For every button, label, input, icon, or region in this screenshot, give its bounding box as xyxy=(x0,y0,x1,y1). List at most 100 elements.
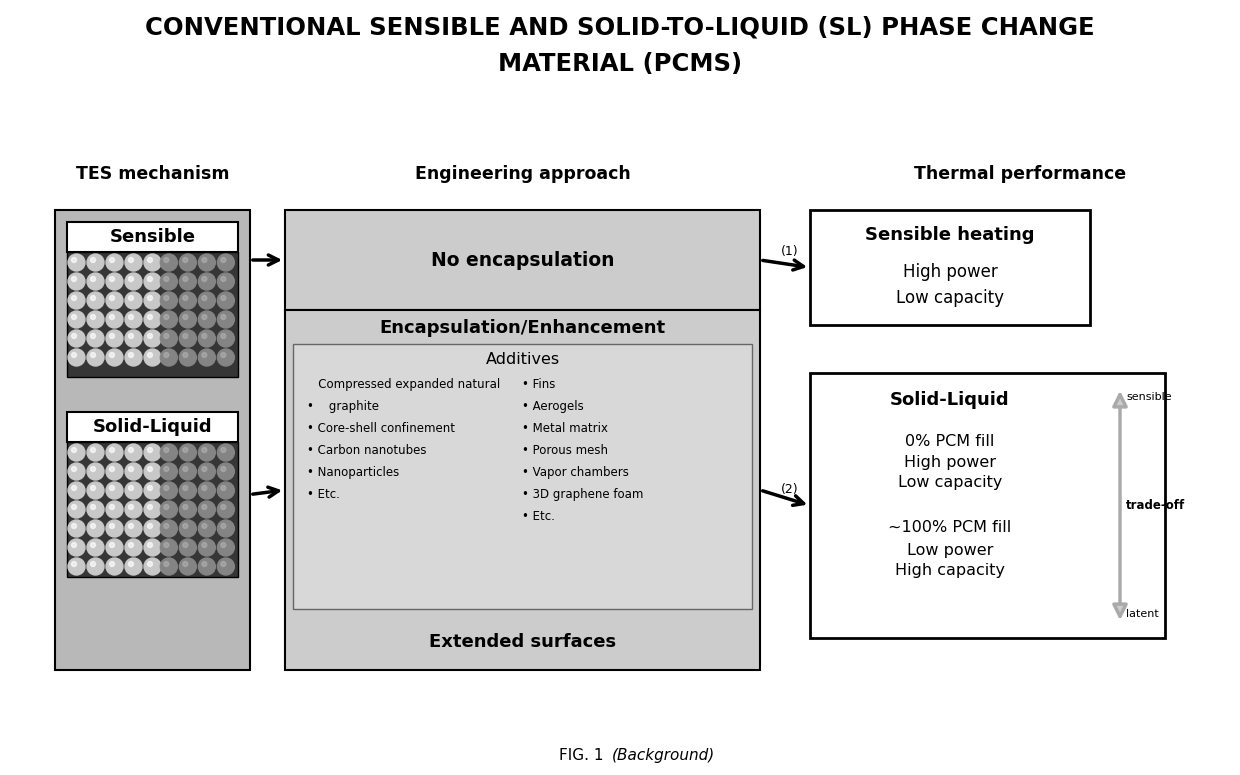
Text: High capacity: High capacity xyxy=(895,563,1004,577)
Circle shape xyxy=(87,463,104,480)
Circle shape xyxy=(109,353,114,357)
Text: Extended surfaces: Extended surfaces xyxy=(429,633,616,651)
Text: 0% PCM fill: 0% PCM fill xyxy=(905,433,994,449)
Circle shape xyxy=(68,558,86,575)
Circle shape xyxy=(198,501,216,518)
Circle shape xyxy=(202,562,207,567)
Circle shape xyxy=(182,353,187,357)
Text: • Fins: • Fins xyxy=(522,378,556,391)
Circle shape xyxy=(91,277,95,281)
Bar xyxy=(55,210,250,670)
Circle shape xyxy=(198,520,216,537)
Text: FIG. 1: FIG. 1 xyxy=(559,748,608,763)
Circle shape xyxy=(125,539,143,556)
Circle shape xyxy=(72,353,77,357)
Circle shape xyxy=(72,333,77,339)
Circle shape xyxy=(91,523,95,529)
Text: trade-off: trade-off xyxy=(1126,499,1185,512)
Circle shape xyxy=(109,467,114,471)
Circle shape xyxy=(87,482,104,499)
Circle shape xyxy=(109,505,114,509)
Circle shape xyxy=(182,447,187,453)
Circle shape xyxy=(180,558,196,575)
Circle shape xyxy=(160,558,177,575)
Circle shape xyxy=(129,257,134,263)
Circle shape xyxy=(221,333,226,339)
Text: (1): (1) xyxy=(781,244,799,257)
Circle shape xyxy=(144,539,161,556)
Circle shape xyxy=(148,542,153,547)
Circle shape xyxy=(221,315,226,319)
Circle shape xyxy=(125,330,143,347)
Circle shape xyxy=(164,277,169,281)
Circle shape xyxy=(160,273,177,290)
Text: Thermal performance: Thermal performance xyxy=(914,165,1126,183)
Circle shape xyxy=(87,539,104,556)
Circle shape xyxy=(125,254,143,271)
Text: (2): (2) xyxy=(781,483,799,495)
Circle shape xyxy=(109,315,114,319)
Circle shape xyxy=(164,485,169,491)
Text: Solid-Liquid: Solid-Liquid xyxy=(890,391,1009,409)
Circle shape xyxy=(164,505,169,509)
Circle shape xyxy=(87,254,104,271)
Circle shape xyxy=(182,277,187,281)
Circle shape xyxy=(72,447,77,453)
Circle shape xyxy=(91,542,95,547)
Circle shape xyxy=(72,523,77,529)
Circle shape xyxy=(72,542,77,547)
Circle shape xyxy=(198,311,216,328)
Circle shape xyxy=(182,467,187,471)
Circle shape xyxy=(182,485,187,491)
Circle shape xyxy=(221,467,226,471)
Circle shape xyxy=(87,311,104,328)
Circle shape xyxy=(164,295,169,301)
Bar xyxy=(67,252,238,377)
Circle shape xyxy=(72,277,77,281)
Text: • Porous mesh: • Porous mesh xyxy=(522,444,609,457)
Circle shape xyxy=(198,444,216,461)
Circle shape xyxy=(148,257,153,263)
Circle shape xyxy=(144,349,161,366)
Circle shape xyxy=(125,311,143,328)
Text: No encapsulation: No encapsulation xyxy=(430,250,614,270)
Circle shape xyxy=(72,257,77,263)
Circle shape xyxy=(164,315,169,319)
Circle shape xyxy=(160,539,177,556)
Circle shape xyxy=(68,539,86,556)
Circle shape xyxy=(129,277,134,281)
Circle shape xyxy=(148,523,153,529)
Circle shape xyxy=(202,485,207,491)
Circle shape xyxy=(160,254,177,271)
Circle shape xyxy=(198,292,216,309)
Circle shape xyxy=(198,349,216,366)
Circle shape xyxy=(160,311,177,328)
Text: High power: High power xyxy=(903,263,997,281)
Circle shape xyxy=(164,542,169,547)
Circle shape xyxy=(160,463,177,480)
Circle shape xyxy=(217,444,234,461)
Circle shape xyxy=(129,333,134,339)
Circle shape xyxy=(148,467,153,471)
Circle shape xyxy=(129,447,134,453)
Circle shape xyxy=(144,482,161,499)
Circle shape xyxy=(182,562,187,567)
Circle shape xyxy=(72,467,77,471)
Circle shape xyxy=(109,447,114,453)
Circle shape xyxy=(125,520,143,537)
Bar xyxy=(293,344,751,609)
Circle shape xyxy=(68,463,86,480)
Text: Low capacity: Low capacity xyxy=(898,476,1002,491)
Circle shape xyxy=(182,257,187,263)
Circle shape xyxy=(129,505,134,509)
Circle shape xyxy=(180,349,196,366)
Circle shape xyxy=(129,485,134,491)
Circle shape xyxy=(125,292,143,309)
Text: High power: High power xyxy=(904,456,996,470)
Circle shape xyxy=(105,273,123,290)
Circle shape xyxy=(164,467,169,471)
Bar xyxy=(67,442,238,577)
Circle shape xyxy=(148,315,153,319)
Circle shape xyxy=(129,562,134,567)
Circle shape xyxy=(217,254,234,271)
